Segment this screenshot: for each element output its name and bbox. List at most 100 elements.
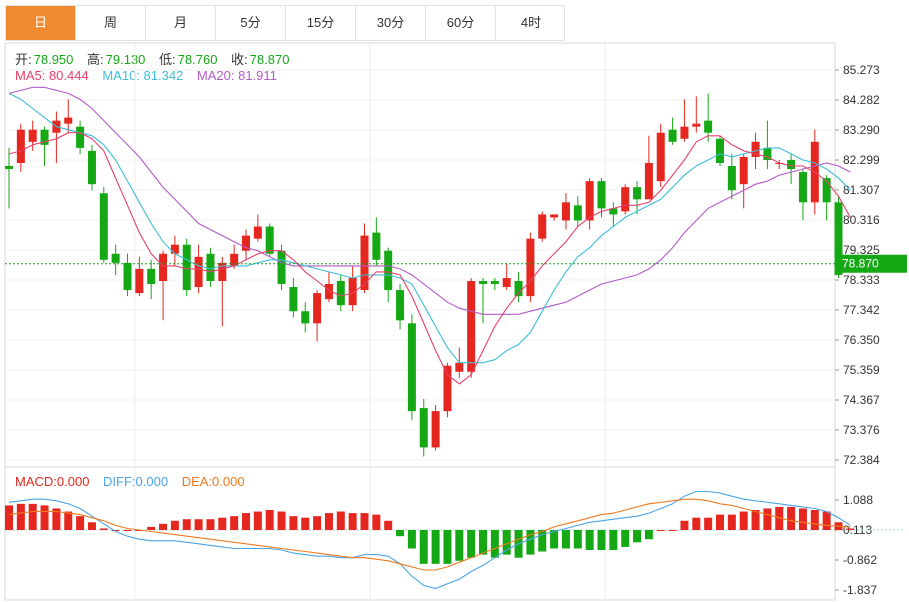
candle-body [644, 162, 653, 200]
candle-body [16, 129, 25, 163]
open-label: 开: [15, 52, 32, 67]
candle-body [87, 150, 96, 185]
candle-body [585, 181, 594, 221]
candle-body [490, 280, 499, 285]
candle-body [170, 244, 179, 254]
dea-line [8, 498, 851, 571]
macd-bar [502, 530, 511, 555]
macd-bar [573, 530, 582, 549]
macd-bar [194, 519, 203, 530]
candle-body [301, 311, 310, 324]
diff-legend: DIFF:0.000 [103, 474, 169, 489]
macd-bar [348, 513, 357, 530]
macd-bar [704, 517, 713, 530]
candle-body [159, 253, 168, 281]
candle-body [218, 262, 227, 281]
candle-body [834, 202, 843, 275]
macd-bar [76, 516, 85, 530]
candle-body [514, 280, 523, 297]
macd-bar [52, 508, 61, 530]
macd-bar [787, 506, 796, 530]
current-price-tag [837, 254, 907, 273]
candle-body [561, 202, 570, 221]
candle-body [194, 256, 203, 288]
chart-frame [4, 42, 836, 601]
candle-body [396, 290, 405, 321]
price-tick-label: 77.342 [843, 303, 880, 317]
macd-bar [289, 516, 298, 530]
price-tick-label: 84.282 [843, 93, 880, 107]
macd-bar [550, 530, 559, 549]
close-value: 78.870 [249, 52, 290, 67]
candle-body [265, 226, 274, 254]
candle-body [502, 277, 511, 288]
macd-bar [751, 510, 760, 530]
candle-body [336, 280, 345, 306]
macd-bar [763, 508, 772, 530]
macd-bar [396, 530, 405, 537]
macd-bar [526, 530, 535, 555]
price-tick-label: 78.333 [843, 273, 880, 287]
candle-body [656, 132, 665, 182]
tab-5min[interactable]: 5分 [216, 6, 286, 40]
tab-month[interactable]: 月 [146, 6, 216, 40]
ma20-legend: MA20: 81.911 [196, 68, 277, 83]
macd-bar [324, 513, 333, 530]
candle-body [526, 238, 535, 297]
macd-tick-label: -1.837 [843, 583, 877, 597]
macd-bar [242, 513, 250, 530]
price-tick-label: 79.325 [843, 243, 880, 257]
tab-week[interactable]: 周 [76, 6, 146, 40]
macd-bar [561, 530, 570, 549]
candle-body [407, 323, 416, 412]
price-tick-label: 82.299 [843, 153, 880, 167]
macd-bar [538, 530, 547, 552]
candle-body [455, 362, 464, 372]
candle-body [182, 244, 191, 291]
macd-bar [301, 517, 310, 530]
candle-body [40, 129, 49, 145]
tab-60min[interactable]: 60分 [426, 6, 496, 40]
price-tick-label: 75.359 [843, 363, 880, 377]
candle-body [64, 117, 73, 124]
candle-body [360, 235, 369, 291]
macd-bar [99, 528, 108, 530]
macd-bar [384, 520, 393, 530]
candle-body [739, 156, 748, 185]
tab-4hour[interactable]: 4时 [520, 15, 542, 30]
candle-body [99, 193, 108, 260]
candle-body [538, 214, 547, 239]
macd-bar [159, 523, 168, 530]
low-value: 78.760 [177, 52, 218, 67]
tab-day[interactable]: 日 [6, 6, 76, 40]
price-tick-label: 73.376 [843, 423, 880, 437]
macd-bar [609, 530, 618, 550]
price-tick-label: 80.316 [843, 213, 880, 227]
candle-body [467, 280, 476, 372]
macd-bar [810, 510, 819, 530]
candle-body [313, 293, 322, 324]
ma10-legend: MA10: 81.342 [102, 68, 184, 83]
macd-bar [253, 511, 262, 530]
macd-bar [28, 503, 37, 530]
macd-bar [585, 530, 594, 550]
macd-bar [313, 516, 322, 530]
tab-30min[interactable]: 30分 [356, 6, 426, 40]
candle-body [206, 253, 215, 281]
macd-bar [265, 510, 274, 530]
candle-body [704, 120, 713, 133]
tab-15min[interactable]: 15分 [286, 6, 356, 40]
price-tick-label: 83.290 [843, 123, 880, 137]
candle-body [692, 123, 701, 127]
macd-bar [798, 508, 807, 530]
high-label: 高: [87, 52, 104, 67]
candle-body [111, 253, 120, 263]
period-tabs: 日 周 月 5分 15分 30分 60分 4时 [5, 5, 565, 41]
current-price-label: 78.870 [842, 257, 879, 271]
candle-body [443, 365, 452, 412]
candle-body [289, 287, 298, 312]
macd-bar [277, 511, 286, 530]
macd-bar [419, 530, 428, 564]
price-tick-label: 85.273 [843, 63, 880, 77]
